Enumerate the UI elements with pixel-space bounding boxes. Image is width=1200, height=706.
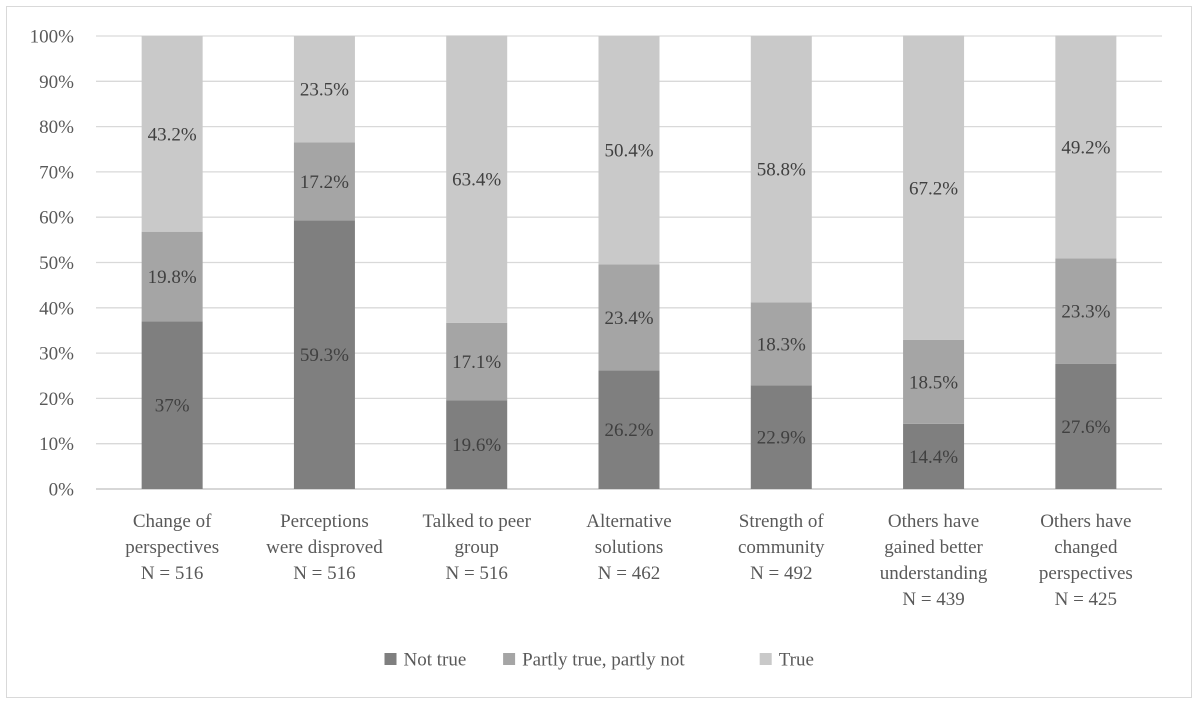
x-category-label: Others have changed perspectives N = 425: [1039, 511, 1133, 610]
y-tick-labels: 0% 10% 20% 30% 40% 50% 60% 70% 80% 90% 100%: [30, 27, 75, 501]
x-category-label-line: community: [738, 537, 825, 558]
y-tick-label: 50%: [39, 253, 74, 274]
data-label: 17.2%: [300, 172, 349, 193]
bar-segment: [446, 322, 508, 401]
data-label: 23.4%: [604, 308, 653, 329]
bar-segment: [446, 35, 508, 323]
x-category-label-line: N = 462: [598, 563, 660, 584]
data-label: 22.9%: [757, 428, 806, 449]
y-tick-label: 30%: [39, 344, 74, 365]
x-category-label-line: understanding: [880, 563, 988, 584]
x-category-label-line: Perceptions: [280, 511, 369, 532]
data-label: 59.3%: [300, 345, 349, 366]
data-label: 23.5%: [300, 80, 349, 101]
x-category-label-line: Strength of: [739, 511, 825, 532]
data-label: 27.6%: [1061, 417, 1110, 438]
bar-segment: [1055, 258, 1117, 364]
data-label: 37%: [155, 396, 190, 417]
data-label: 49.2%: [1061, 137, 1110, 158]
x-category-label-line: perspectives: [125, 537, 219, 558]
bar-segment: [141, 321, 203, 489]
data-label: 67.2%: [909, 178, 958, 199]
legend: Not true Partly true, partly not True: [384, 650, 814, 671]
bar-segment: [598, 36, 660, 265]
y-tick-label: 90%: [39, 72, 74, 93]
x-category-label-line: N = 492: [750, 563, 812, 584]
bar-segment: [750, 36, 812, 303]
bar-segment: [903, 423, 965, 489]
data-label: 19.8%: [148, 267, 197, 288]
bar-segment: [750, 385, 812, 489]
bar-segment: [1055, 35, 1117, 259]
bar-segment: [293, 142, 355, 221]
y-tick-label: 40%: [39, 298, 74, 319]
x-category-label: Change of perspectives N = 516: [125, 511, 219, 584]
bar-segment: [598, 264, 660, 371]
y-tick-label: 60%: [39, 208, 74, 229]
x-category-label-line: Alternative: [586, 511, 671, 532]
y-tick-label: 20%: [39, 389, 74, 410]
x-category-label-line: perspectives: [1039, 563, 1133, 584]
x-category-labels: Change of perspectives N = 516 Perceptions w…: [125, 511, 1133, 610]
bar-segment: [446, 400, 508, 489]
x-category-label-line: Others have: [1040, 511, 1131, 532]
x-category-label: Alternative solutions N = 462: [586, 511, 671, 584]
x-category-label-line: solutions: [595, 537, 664, 558]
y-tick-label: 80%: [39, 117, 74, 138]
bar-segment: [293, 36, 355, 143]
x-category-label-line: Change of: [133, 511, 212, 532]
x-category-label-line: gained better: [884, 537, 983, 558]
legend-swatch: [384, 653, 397, 665]
bar-segment: [598, 370, 660, 489]
data-label: 63.4%: [452, 170, 501, 191]
x-category-label-line: N = 516: [293, 563, 355, 584]
data-label: 17.1%: [452, 352, 501, 373]
y-tick-label: 100%: [30, 27, 75, 48]
x-category-label-line: N = 439: [902, 589, 964, 610]
legend-label: Partly true, partly not: [522, 650, 685, 671]
bar-segment: [903, 35, 965, 340]
bar-segment: [903, 339, 965, 424]
legend-swatch: [503, 653, 516, 665]
y-tick-label: 10%: [39, 434, 74, 455]
data-label: 43.2%: [148, 124, 197, 145]
x-category-label: Strength of community N = 492: [738, 511, 825, 584]
legend-label: Not true: [404, 650, 467, 671]
data-label: 14.4%: [909, 447, 958, 468]
bar-segment: [750, 302, 812, 386]
data-label: 18.5%: [909, 372, 958, 393]
data-label: 23.3%: [1061, 302, 1110, 323]
bar-segment: [293, 220, 355, 489]
legend-swatch: [759, 653, 772, 665]
y-tick-label: 0%: [49, 480, 75, 501]
x-category-label-line: Others have: [888, 511, 979, 532]
data-label: 19.6%: [452, 435, 501, 456]
data-label: 58.8%: [757, 160, 806, 181]
bar-segment: [1055, 363, 1117, 489]
legend-label: True: [779, 650, 814, 671]
x-category-label-line: changed: [1054, 537, 1118, 558]
x-category-label: Talked to peer group N = 516: [423, 511, 532, 584]
data-labels: 37% 19.8% 43.2% 59.3% 17.2% 23.5% 19.6% 17.1% 63…: [148, 80, 1111, 468]
x-category-label: Perceptions were disproved N = 516: [266, 511, 383, 584]
x-category-label: Others have gained better understanding N =…: [880, 511, 988, 610]
x-category-label-line: N = 516: [141, 563, 203, 584]
data-label: 50.4%: [604, 141, 653, 162]
x-category-label-line: group: [455, 537, 499, 558]
data-label: 18.3%: [757, 334, 806, 355]
data-label: 26.2%: [604, 420, 653, 441]
x-category-label-line: were disproved: [266, 537, 383, 558]
x-category-label-line: N = 425: [1055, 589, 1117, 610]
bar-segment: [141, 36, 203, 232]
bar-segment: [141, 231, 203, 322]
x-category-label-line: Talked to peer: [423, 511, 532, 532]
x-category-label-line: N = 516: [445, 563, 507, 584]
bars: [141, 35, 1117, 489]
y-tick-label: 70%: [39, 162, 74, 183]
